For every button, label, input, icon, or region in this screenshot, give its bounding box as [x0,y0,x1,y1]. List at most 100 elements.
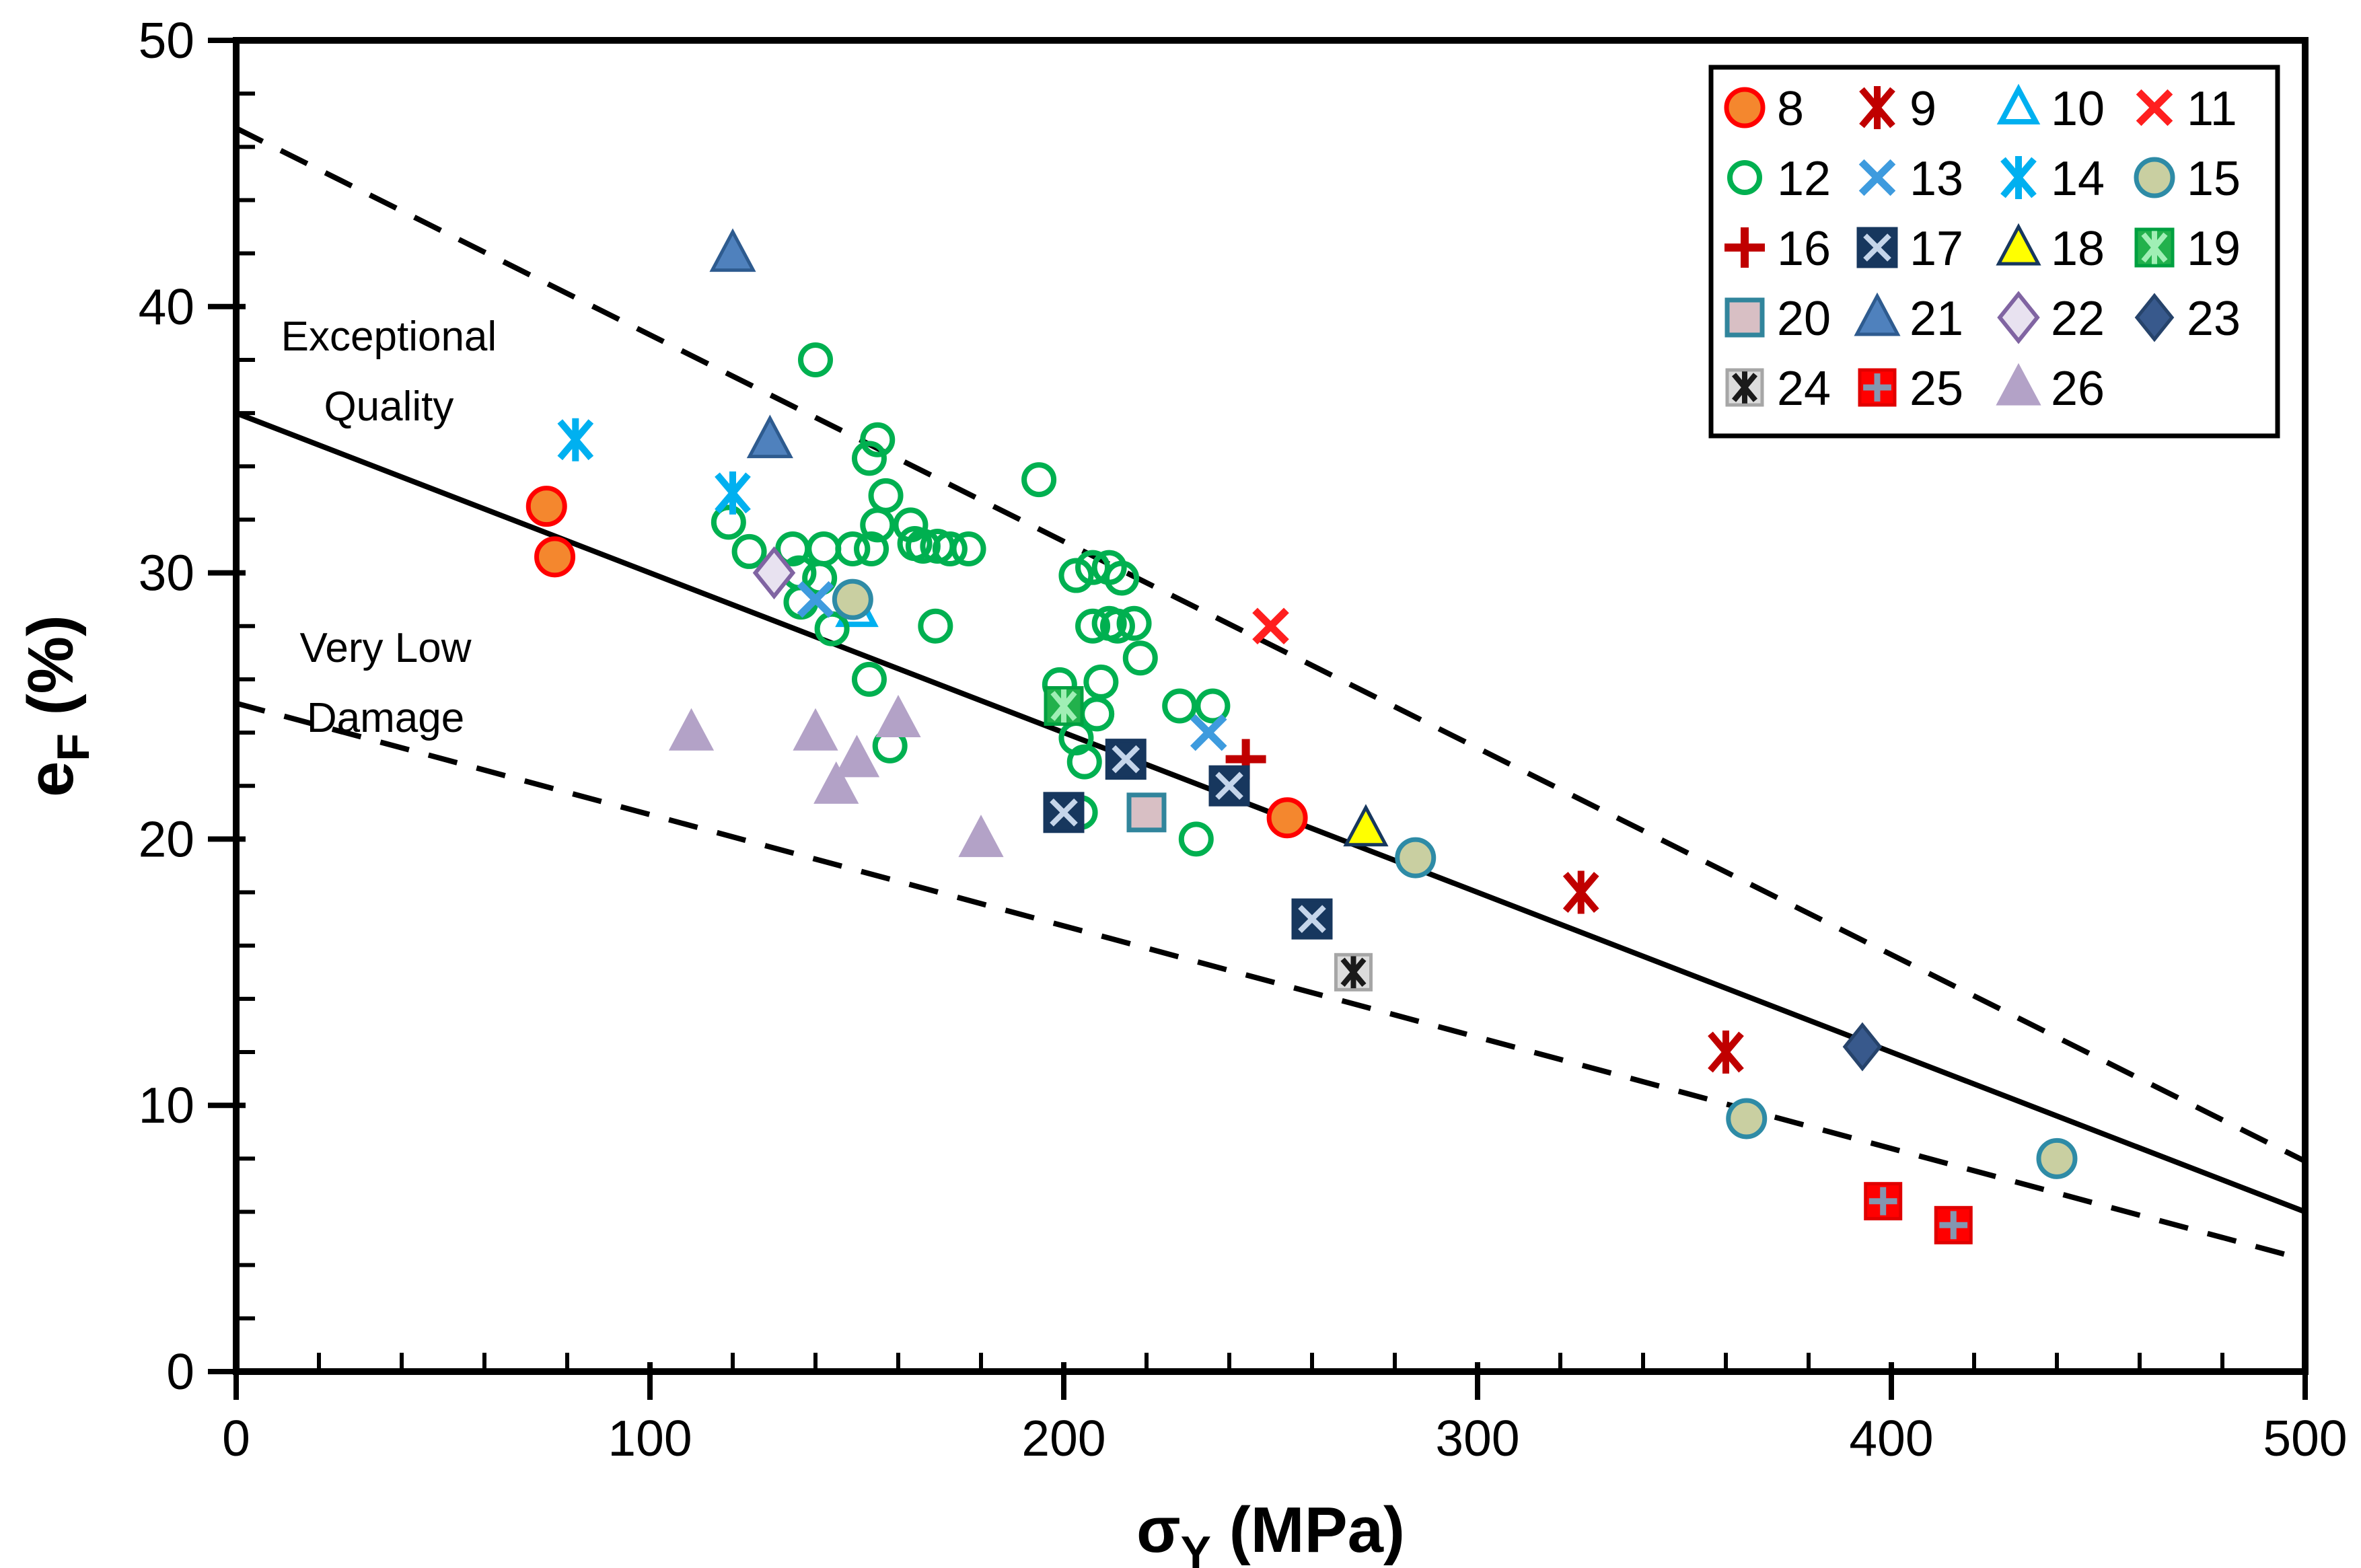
series-13-point [1858,159,1896,196]
legend-item-18: 18 [1996,222,2105,276]
legend-label: 23 [2187,292,2241,346]
series-12-point [1066,744,1102,780]
series-26-point [958,815,1004,858]
legend-label: 20 [1777,292,1831,346]
series-12-point [951,531,986,566]
series-24-point [1340,956,1367,989]
series-20-point [1724,297,1765,338]
series-15-point [1726,1098,1768,1140]
series-12-point [835,531,871,566]
series-26-point [668,708,715,751]
series-8 [525,486,1308,839]
series-8-point [534,536,576,578]
series-22-point [1997,291,2040,344]
series-23-point [2134,293,2175,342]
legend-label: 22 [2051,292,2105,346]
series-14 [557,418,751,515]
legend-label: 26 [2051,362,2105,416]
legend-label: 17 [1910,222,1963,276]
annotation-text: Exceptional Quality [281,313,497,430]
series-26-point [834,735,880,778]
legend-label: 10 [2051,82,2105,136]
x-tick-label: 300 [1435,1410,1519,1466]
series-12-point [932,531,968,566]
x-axis-label: σY (MPa) [1136,1494,1405,1568]
series-14-point [557,418,594,461]
x-axis: 0 100 200 300 400 500 [222,1353,2348,1466]
legend-item-25: 25 [1858,362,1963,416]
series-14-point [2000,156,2037,199]
series-12-point [1058,558,1094,593]
series-12-point [1727,160,1762,195]
legend-item-12: 12 [1727,152,1831,206]
series-17-point [1043,792,1085,833]
series-19-point [2141,231,2168,264]
legend-item-13: 13 [1858,152,1963,206]
series-21 [709,228,793,459]
legend-label: 13 [1910,152,1963,206]
legend: 8 9 10 11 12 13 14 15 16 17 18 19 20 21 22 23 24 25 26 [1708,65,2280,439]
x-tick-label: 500 [2263,1410,2347,1466]
series-21-point [709,228,756,272]
y-tick-label: 50 [139,12,194,69]
series-15 [832,578,2078,1179]
series-11-point [2136,89,2173,126]
x-tick-label: 0 [222,1410,250,1466]
series-26-point [1996,363,2041,406]
series-12-point [1162,688,1198,724]
series-20-point [1126,792,1167,833]
legend-item-22: 22 [1997,291,2105,346]
series-12-point [1079,696,1115,732]
series-17-point [1050,798,1078,827]
series-18-point [1343,804,1389,847]
series-15-point [2134,157,2175,198]
annotation-very-low-damage: Very Low Damage [299,625,471,741]
series-11 [1252,607,1289,645]
legend-label: 8 [1777,82,1804,136]
legend-label: 9 [1910,82,1936,136]
series-17 [1043,739,1333,940]
legend-item-23: 23 [2134,292,2241,346]
series-19-point [1050,689,1077,723]
y-tick-label: 40 [139,278,194,335]
series-8-point [525,486,567,527]
series-12-point [1178,821,1214,857]
legend-item-24: 24 [1725,362,1831,416]
legend-item-17: 17 [1856,222,1963,276]
series-17-point [1856,227,1898,268]
legend-item-10: 10 [1996,82,2105,136]
series-14-point [715,471,751,515]
legend-item-26: 26 [1996,362,2105,416]
legend-item-9: 9 [1859,82,1936,136]
series-11-point [1252,607,1289,645]
legend-label: 11 [2187,82,2237,136]
lower-bound-dashed [235,700,2306,1263]
legend-label: 21 [1910,292,1963,346]
series-13 [797,581,1227,751]
x-tick-label: 100 [608,1410,692,1466]
legend-item-19: 19 [2134,222,2241,276]
series-25-point [1863,373,1891,402]
y-tick-label: 10 [139,1077,194,1133]
series-12-point [1021,462,1057,498]
legend-label: 14 [2051,152,2105,206]
series-17-point [1112,745,1140,774]
series-12-point [731,533,767,569]
legend-label: 18 [2051,222,2105,276]
legend-box [1708,65,2280,439]
series-24 [1334,953,1373,992]
legend-label: 24 [1777,362,1831,416]
series-21-point [746,414,793,459]
series-12-point [1099,608,1135,644]
series-12 [711,342,1231,857]
series-10-point [1996,83,2041,125]
y-tick-label: 0 [166,1343,194,1400]
series-18-point [1996,223,2041,266]
series-23 [1842,1022,1883,1072]
series-12-point [851,661,887,697]
series-12-point [851,441,887,476]
series-19 [1044,686,1084,726]
series-17-point [1208,765,1250,807]
